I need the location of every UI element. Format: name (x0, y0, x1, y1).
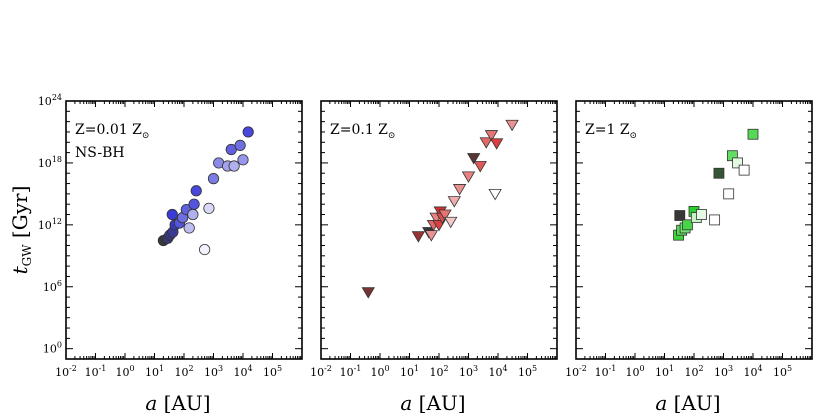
data-point (488, 188, 502, 201)
panel-label: Z=0.01 Z⊙ (75, 122, 149, 141)
data-point (682, 219, 693, 231)
data-point (183, 222, 195, 234)
panel-1: 100 106 1012 1018 1024 10-2 10-1 100 101 102 103 10… (38, 93, 303, 415)
y-tick-label: 1018 (38, 155, 62, 170)
x-tick-label: 102 (174, 364, 193, 379)
x-tick-label: 10-2 (565, 364, 587, 379)
x-tick-label: 105 (518, 364, 537, 379)
panel-label: Z=0.1 Z⊙ (330, 122, 395, 141)
data-point (424, 230, 439, 242)
x-tick-label: 101 (145, 364, 164, 379)
data-point (713, 167, 725, 179)
x-tick-label: 103 (714, 364, 733, 379)
data-point (188, 198, 200, 210)
x-tick-label: 10-2 (310, 364, 332, 379)
data-point (473, 161, 487, 173)
x-tick-label: 102 (684, 364, 703, 379)
x-tick-label: 10-1 (340, 364, 362, 379)
data-point (207, 173, 220, 185)
panel-sublabel: NS-BH (75, 145, 125, 161)
y-axis-label: tGW [Gyr] (8, 186, 34, 275)
x-tick-label: 104 (233, 364, 252, 379)
data-point (489, 138, 504, 150)
data-point (361, 287, 375, 299)
x-tick-label: 10-2 (55, 364, 77, 379)
x-tick-label: 10-1 (85, 364, 107, 379)
data-point (166, 208, 178, 221)
x-axis-label: a [AU] (400, 391, 465, 415)
x-tick-label: 103 (459, 364, 478, 379)
x-axis-label: a [AU] (145, 391, 210, 415)
data-point (444, 216, 458, 229)
x-tick-label: 10-1 (595, 364, 617, 379)
data-point (187, 208, 199, 221)
x-tick-label: 104 (743, 364, 762, 379)
panel-3: 10-2 10-1 100 101 102 103 104 105 Z=1 Z⊙ a [AU] (565, 100, 813, 415)
y-tick-label: 106 (43, 279, 62, 294)
data-point (237, 154, 249, 166)
x-tick-label: 100 (625, 364, 644, 379)
data-point (242, 126, 254, 138)
data-point (738, 164, 750, 176)
panel-label: Z=1 Z⊙ (585, 122, 637, 141)
data-point (203, 202, 215, 214)
x-tick-label: 102 (429, 364, 448, 379)
x-tick-label: 103 (204, 364, 223, 379)
panel-2: 10-2 10-1 100 101 102 103 104 105 Z=0.1 Z⊙ a [AU] (310, 100, 558, 415)
y-tick-label: 1012 (38, 217, 62, 232)
data-point (747, 128, 759, 140)
data-point (484, 130, 499, 142)
data-point (199, 243, 211, 256)
x-tick-label: 105 (263, 364, 282, 379)
data-point (447, 196, 461, 208)
y-tick-label: 1024 (38, 93, 62, 108)
data-point (674, 210, 686, 221)
x-tick-label: 100 (115, 364, 134, 379)
y-tick-label: 100 (43, 341, 62, 356)
data-point (411, 231, 426, 243)
data-point (234, 139, 246, 151)
data-point (723, 188, 735, 200)
data-point (696, 209, 707, 220)
data-point (505, 119, 519, 132)
x-tick-label: 104 (488, 364, 507, 379)
data-point (461, 171, 476, 183)
data-point (466, 153, 481, 165)
plot-frame (575, 100, 813, 360)
data-point (438, 209, 452, 222)
x-tick-label: 100 (370, 364, 389, 379)
data-point (228, 160, 240, 172)
data-point (190, 185, 202, 197)
x-tick-label: 101 (400, 364, 419, 379)
data-point (709, 214, 721, 226)
x-tick-label: 105 (773, 364, 792, 379)
data-point (479, 137, 493, 149)
x-tick-label: 101 (655, 364, 674, 379)
data-point (732, 157, 743, 169)
x-axis-label: a [AU] (655, 391, 720, 415)
data-point (452, 184, 467, 196)
